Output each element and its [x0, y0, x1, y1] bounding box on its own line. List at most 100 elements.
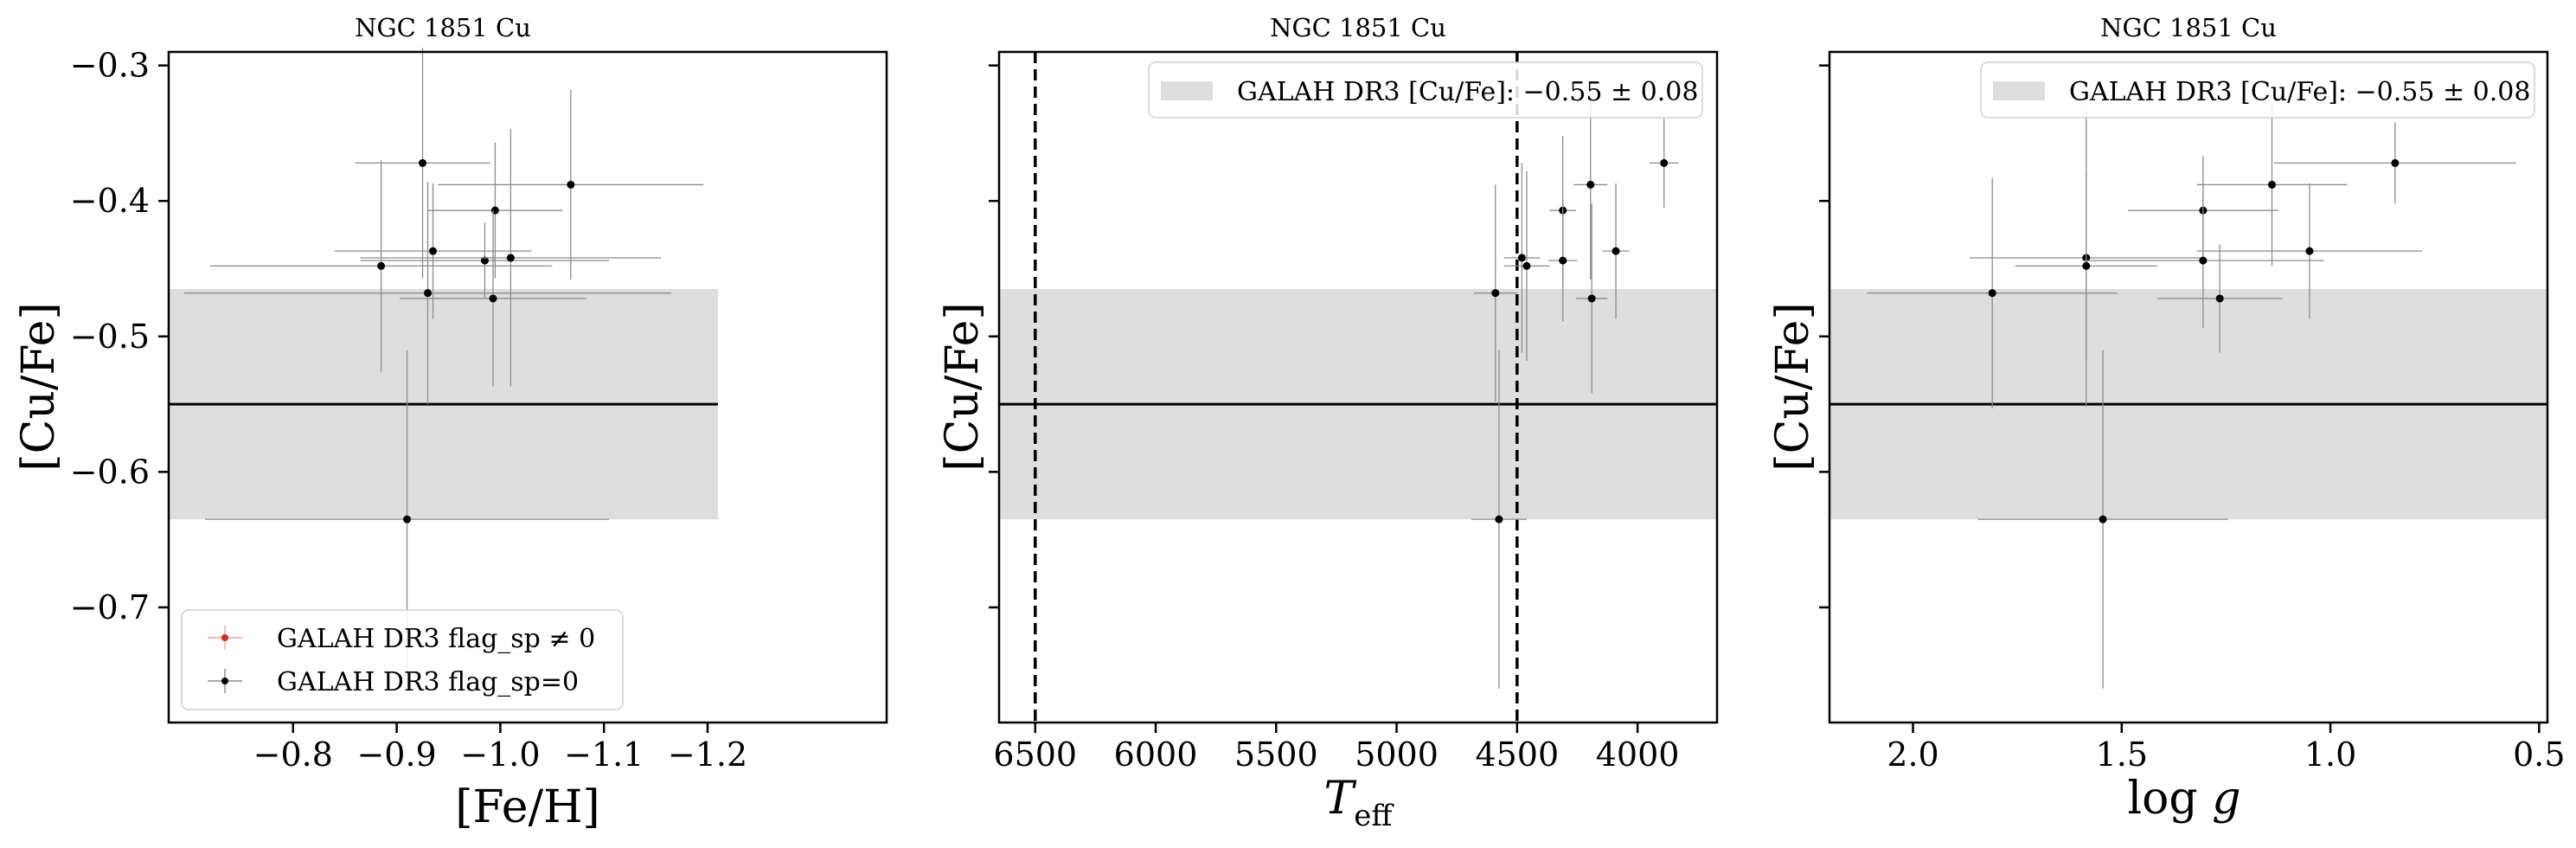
legend: GALAH DR3 flag_sp ≠ 0 GALAH DR3 flag_sp=… — [181, 609, 624, 710]
panel-teff: NGC 1851 Cu 6500 6000 5500 5000 4500 4000 Tef… — [937, 13, 1719, 833]
data-point — [1867, 177, 2118, 408]
plot-frame — [1828, 50, 2549, 724]
panel-title: NGC 1851 Cu — [1270, 13, 1446, 42]
point-marker — [2215, 294, 2224, 303]
legend-label-band: GALAH DR3 [Cu/Fe]: −0.55 ± 0.08 — [2069, 77, 2530, 107]
point-marker — [2099, 515, 2107, 524]
data-point — [2273, 122, 2516, 204]
legend-marker-flagged — [221, 634, 228, 641]
y-tick-label: −0.3 — [70, 47, 150, 85]
x-tick-label: 6000 — [1114, 736, 1198, 774]
data-point — [2081, 192, 2324, 329]
point-marker — [567, 180, 575, 189]
data-point — [360, 129, 662, 387]
x-axis-label: [Fe/H] — [455, 781, 599, 833]
x-tick-label: 6500 — [993, 736, 1077, 774]
legend: GALAH DR3 [Cu/Fe]: −0.55 ± 0.08 — [1980, 61, 2535, 119]
legend-band-patch — [1161, 81, 1213, 100]
point-marker — [2199, 256, 2208, 265]
data-point — [2156, 244, 2283, 353]
point-marker — [1587, 294, 1596, 303]
y-axis-label: [Cu/Fe] — [1767, 302, 1819, 471]
x-tick-label: −1.1 — [564, 736, 644, 774]
legend-band-patch — [1993, 81, 2045, 100]
point-marker — [429, 247, 438, 255]
data-point — [2196, 103, 2348, 267]
data-point — [360, 222, 610, 299]
data-point — [334, 183, 532, 319]
legend: GALAH DR3 [Cu/Fe]: −0.55 ± 0.08 — [1148, 61, 1703, 119]
panel-title: NGC 1851 Cu — [2100, 13, 2277, 42]
point-marker — [2305, 247, 2314, 255]
panel-feh: NGC 1851 Cu −0.8 −0.9 −1.0 −1.1 −1.2 −0.3 −0.4… — [13, 13, 888, 833]
point-marker — [419, 158, 427, 167]
point-marker — [1491, 289, 1500, 298]
point-marker — [1612, 247, 1620, 255]
legend-label-band: GALAH DR3 [Cu/Fe]: −0.55 ± 0.08 — [1237, 77, 1698, 107]
x-tick-label: 5500 — [1234, 736, 1318, 774]
legend-box — [1980, 61, 2535, 119]
data-point — [438, 89, 704, 280]
point-marker — [2391, 158, 2400, 167]
point-marker — [1517, 254, 1526, 262]
point-marker — [403, 515, 412, 524]
legend-box — [1148, 61, 1703, 119]
data-point — [1503, 163, 1541, 353]
point-marker — [506, 254, 515, 262]
panel-logg: NGC 1851 Cu 2.0 1.5 1.0 0.5 log g [Cu/Fe] G… — [1767, 13, 2566, 825]
point-marker — [490, 206, 499, 215]
point-marker — [1660, 158, 1669, 167]
x-tick-label: 5000 — [1355, 736, 1439, 774]
x-tick-label: 1.5 — [2096, 736, 2148, 774]
legend-label-clean: GALAH DR3 flag_sp=0 — [277, 667, 579, 697]
data-point — [183, 182, 672, 405]
x-tick-label: 0.5 — [2513, 736, 2565, 774]
data-point — [1977, 350, 2228, 689]
data-point — [1503, 170, 1550, 361]
legend-marker-clean — [221, 678, 228, 684]
point-marker — [1559, 256, 1567, 265]
data-point — [1471, 350, 1527, 689]
data-point — [1573, 89, 1608, 280]
x-tick-label: 2.0 — [1887, 736, 1938, 774]
point-marker — [1522, 261, 1531, 270]
point-marker — [377, 261, 386, 270]
y-tick-label: −0.6 — [70, 453, 150, 491]
y-tick-label: −0.7 — [70, 588, 150, 626]
data-point — [400, 210, 586, 387]
point-marker — [1988, 289, 1996, 298]
legend-box — [181, 609, 624, 710]
point-marker — [2082, 261, 2091, 270]
data-point — [1650, 118, 1679, 209]
legend-label-flagged: GALAH DR3 flag_sp ≠ 0 — [277, 624, 595, 654]
x-tick-label: −1.2 — [668, 736, 747, 774]
data-point — [1576, 203, 1608, 394]
x-tick-label: −0.8 — [253, 736, 333, 774]
panel-title: NGC 1851 Cu — [355, 13, 531, 42]
point-marker — [480, 256, 489, 265]
y-axis-label: [Cu/Fe] — [937, 302, 989, 471]
x-tick-label: 1.0 — [2304, 736, 2356, 774]
plot-frame — [997, 50, 1719, 724]
point-marker — [2268, 180, 2277, 189]
data-point — [1473, 184, 1517, 402]
point-marker — [1495, 515, 1503, 524]
data-point — [2015, 170, 2157, 361]
x-axis-label: log g — [2127, 773, 2240, 825]
y-tick-label: −0.4 — [70, 182, 150, 220]
point-marker — [1586, 180, 1595, 189]
plot-frame — [167, 50, 888, 724]
point-marker — [489, 294, 497, 303]
point-marker — [424, 289, 433, 298]
x-tick-label: 4500 — [1475, 736, 1559, 774]
data-point — [2196, 183, 2423, 319]
data-point — [427, 142, 563, 279]
x-tick-label: 4000 — [1596, 736, 1680, 774]
y-axis-label: [Cu/Fe] — [13, 302, 65, 471]
data-point — [1602, 183, 1630, 319]
data-point — [1548, 199, 1578, 322]
x-tick-label: −1.0 — [460, 736, 540, 774]
x-tick-label: −0.9 — [356, 736, 436, 774]
y-tick-label: −0.5 — [70, 318, 150, 356]
